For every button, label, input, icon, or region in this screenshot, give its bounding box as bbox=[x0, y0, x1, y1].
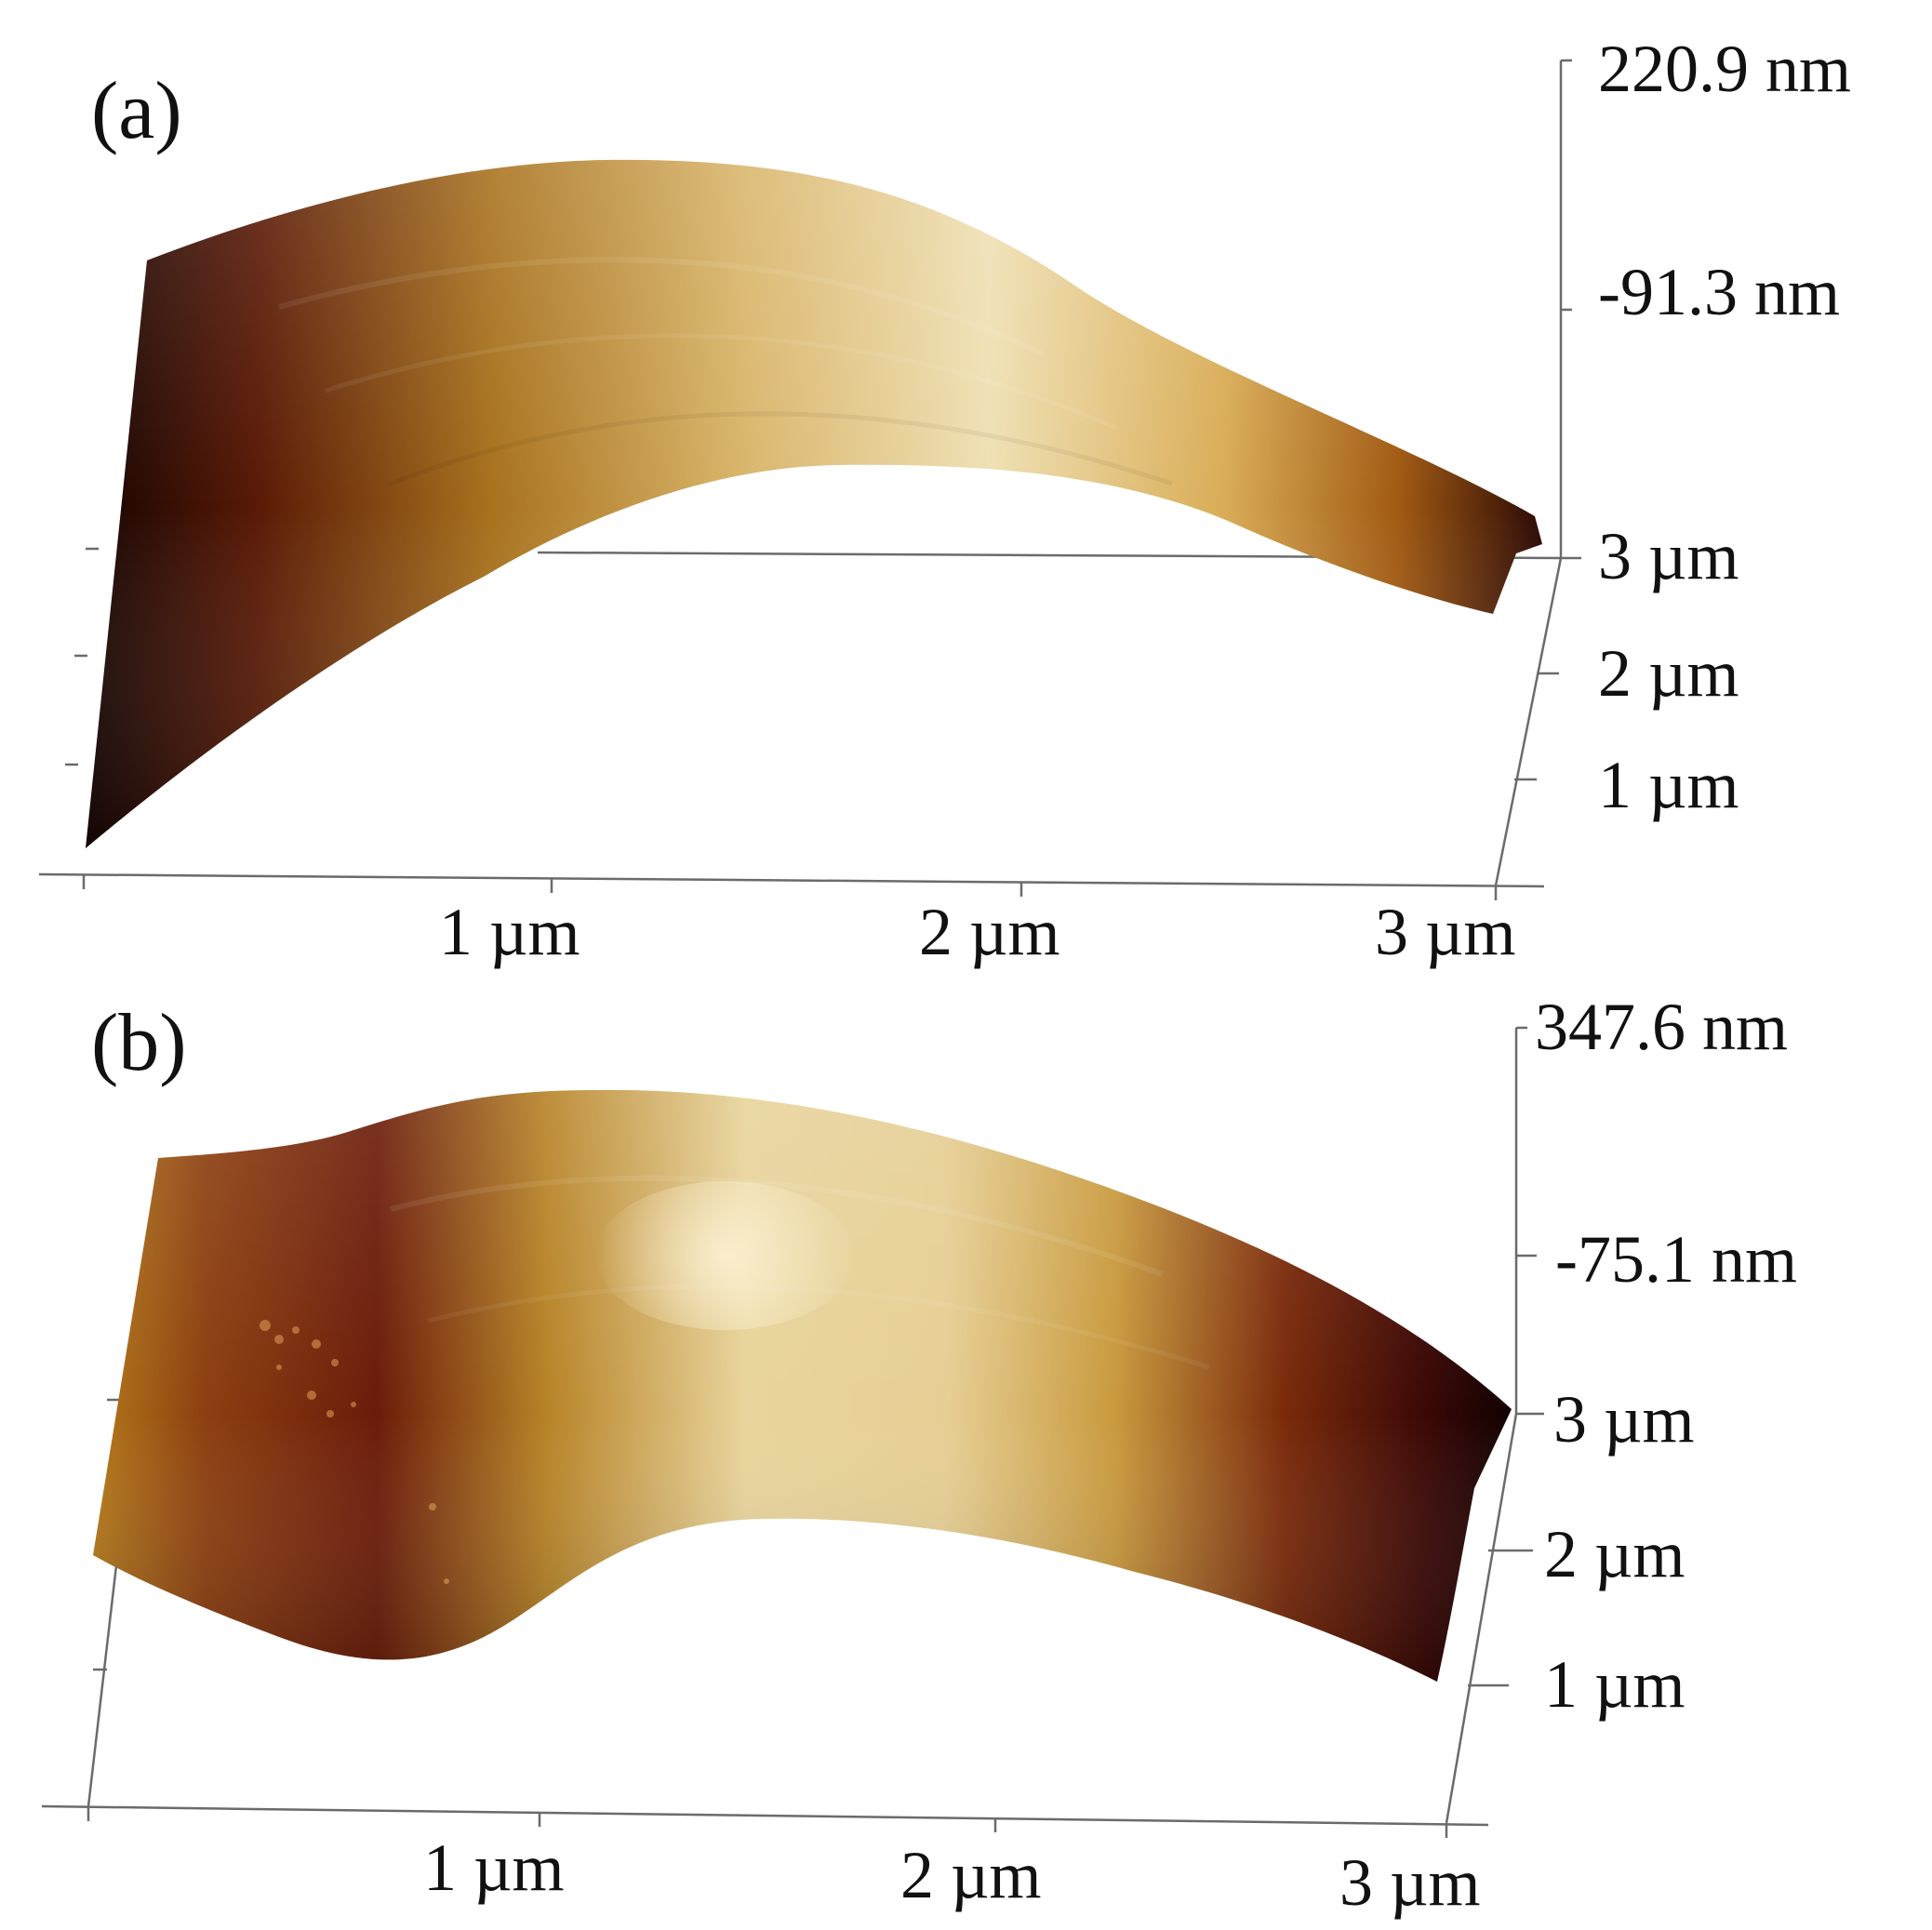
panel-b-axes bbox=[41, 1026, 1544, 1838]
panel-a-x-tick-label: 3 µm bbox=[1375, 895, 1516, 969]
panel-b-x-tick-label: 3 µm bbox=[1339, 1845, 1481, 1920]
panel-a-z-tick-label: 220.9 nm bbox=[1598, 32, 1851, 106]
panel-a-label: (a) bbox=[91, 66, 182, 156]
panel-a-axes bbox=[38, 59, 1581, 900]
panel-a-surface-shade bbox=[86, 159, 1542, 849]
panel-b-speckles bbox=[260, 1320, 449, 1584]
panel-a-y-tick-label: 2 µm bbox=[1598, 636, 1739, 711]
panel-a-texture bbox=[390, 411, 1173, 486]
panel-b-left-edge bbox=[87, 1524, 123, 1807]
panel-a-texture bbox=[278, 257, 1044, 356]
panel-b-y-tick-label: 3 µm bbox=[1553, 1382, 1695, 1457]
panel-b-highlight bbox=[595, 1181, 856, 1330]
panel-b-x-tick-label: 2 µm bbox=[900, 1838, 1042, 1912]
panel-a-y-axis bbox=[1494, 557, 1563, 886]
panel-b-y-tick-label: 2 µm bbox=[1544, 1517, 1686, 1591]
panel-b-y-axis bbox=[1445, 1413, 1518, 1824]
panel-a-texture bbox=[325, 333, 1117, 431]
panel-a-x-tick-label: 2 µm bbox=[919, 895, 1060, 969]
panel-a-z-tick-label: -91.3 nm bbox=[1598, 255, 1840, 329]
panel-b-z-tick-label: 347.6 nm bbox=[1535, 990, 1788, 1064]
panel-b-x-tick-label: 1 µm bbox=[423, 1830, 565, 1905]
panel-b-surface-shade bbox=[93, 1089, 1512, 1682]
panel-b-texture bbox=[427, 1284, 1210, 1370]
panel-b-z-tick-label: -75.1 nm bbox=[1555, 1222, 1797, 1297]
panel-b-label: (b) bbox=[91, 998, 187, 1088]
panel-b: (b) 347.6 nm -75.1 nm 3 µm 2 µm 1 µm 1 µ… bbox=[41, 990, 1797, 1920]
panel-a-surface bbox=[86, 159, 1542, 849]
panel-a: (a) 220.9 nm -91.3 nm 3 µm 2 µm 1 µm 1 µ… bbox=[38, 32, 1851, 969]
panel-b-surface bbox=[93, 1089, 1512, 1682]
panel-a-x-tick-label: 1 µm bbox=[439, 895, 580, 969]
panel-b-y-tick-label: 1 µm bbox=[1544, 1647, 1686, 1722]
panel-a-y-tick-label: 3 µm bbox=[1598, 519, 1739, 593]
panel-b-x-axis bbox=[41, 1804, 1489, 1827]
panel-a-x-axis bbox=[38, 872, 1545, 888]
panel-a-y-tick-label: 1 µm bbox=[1598, 748, 1739, 822]
panel-b-texture bbox=[390, 1175, 1165, 1277]
